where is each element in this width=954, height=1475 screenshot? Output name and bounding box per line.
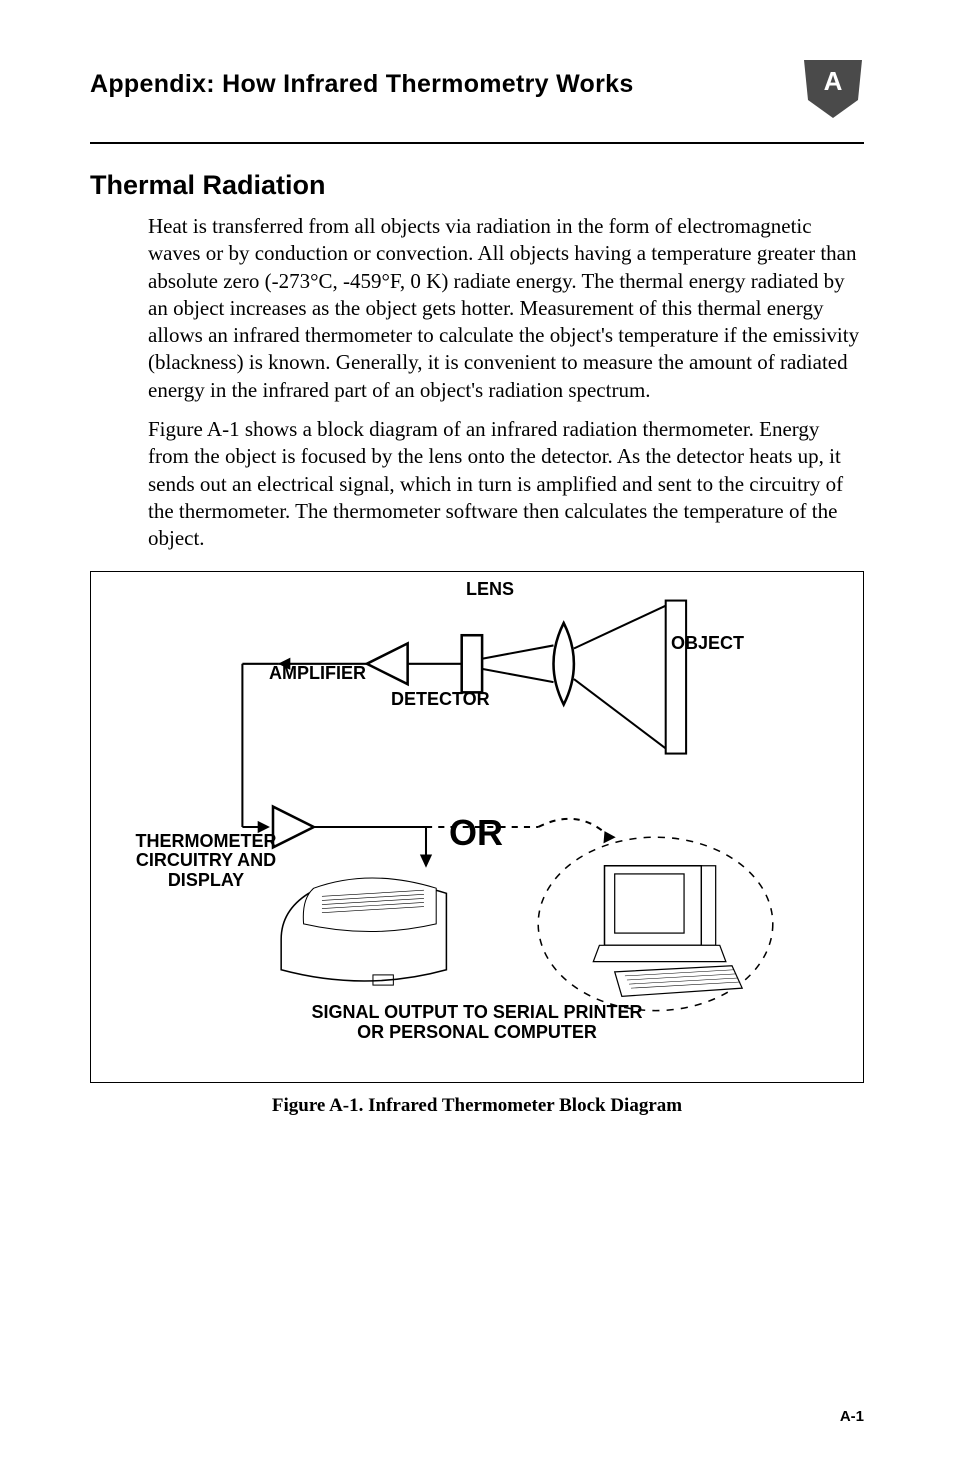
amplifier-shape xyxy=(367,643,408,684)
figure-box: LENS OBJECT AMPLIFIER DETECTOR THERMOMET… xyxy=(90,571,864,1083)
amplifier2-shape xyxy=(273,806,314,847)
lens-shape xyxy=(554,623,574,705)
lens-det-bot xyxy=(482,668,553,681)
printer-arrow xyxy=(420,854,432,867)
header-row: Appendix: How Infrared Thermometry Works… xyxy=(90,70,864,144)
page-footer: A-1 xyxy=(840,1408,864,1425)
appendix-badge: A xyxy=(802,58,864,120)
dash-curve xyxy=(538,818,609,836)
lens-det-top xyxy=(482,645,553,658)
appendix-title: Appendix: How Infrared Thermometry Works xyxy=(90,70,634,99)
badge-icon: A xyxy=(802,58,864,120)
object-shape xyxy=(666,600,686,753)
body-para-1: Heat is transferred from all objects via… xyxy=(148,213,864,404)
detector-shape xyxy=(462,635,482,692)
section-heading: Thermal Radiation xyxy=(90,170,864,201)
block-diagram-svg xyxy=(91,572,863,1082)
figure-caption: Figure A-1. Infrared Thermometer Block D… xyxy=(90,1095,864,1117)
badge-letter: A xyxy=(824,66,843,96)
dash-arrow xyxy=(603,831,615,843)
body-para-2: Figure A-1 shows a block diagram of an i… xyxy=(148,416,864,552)
amp-out-arrow xyxy=(278,657,290,669)
printer-icon xyxy=(281,878,446,985)
ray-top xyxy=(574,605,666,648)
ray-bottom xyxy=(574,679,666,748)
path-arrow2 xyxy=(258,820,270,832)
computer-icon xyxy=(538,837,773,1010)
